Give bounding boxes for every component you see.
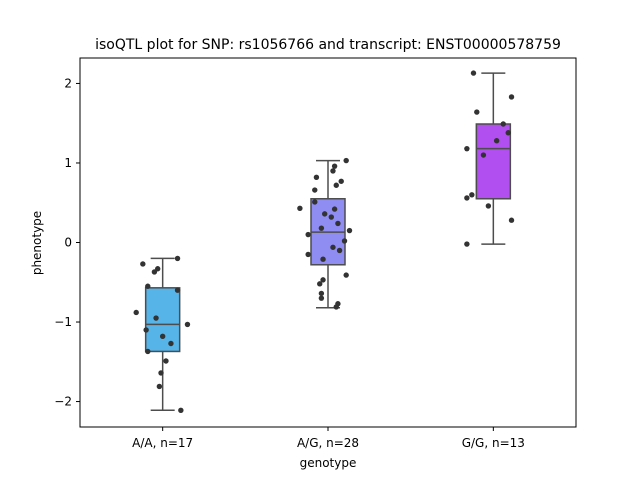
data-point xyxy=(330,168,336,174)
data-point xyxy=(464,195,470,201)
y-axis: −2 −1 0 1 2 xyxy=(54,76,80,409)
data-point xyxy=(493,138,500,144)
data-point xyxy=(163,358,169,364)
data-point xyxy=(328,214,335,220)
data-point xyxy=(318,290,325,297)
x-axis-label: genotype xyxy=(300,456,357,470)
data-point xyxy=(145,348,151,355)
data-point xyxy=(485,203,492,209)
y-tick-label: −2 xyxy=(54,395,72,409)
x-axis: A/A, n=17 A/G, n=28 G/G, n=13 xyxy=(132,427,525,450)
data-point xyxy=(158,370,164,376)
data-point xyxy=(178,407,184,413)
data-point xyxy=(145,283,151,289)
data-point xyxy=(330,244,336,250)
plot-area xyxy=(133,70,515,413)
data-point xyxy=(305,231,311,238)
data-point xyxy=(343,272,349,278)
data-point xyxy=(321,211,328,217)
data-point xyxy=(331,163,338,169)
data-point xyxy=(159,333,166,340)
data-point xyxy=(331,206,338,212)
data-point xyxy=(312,187,318,193)
data-point xyxy=(305,251,311,258)
data-point xyxy=(341,238,348,244)
data-point xyxy=(320,256,326,262)
data-point xyxy=(474,109,480,115)
x-tick-label: G/G, n=13 xyxy=(462,436,525,450)
x-tick-label: A/G, n=28 xyxy=(297,436,359,450)
data-point xyxy=(335,220,341,227)
data-point xyxy=(143,327,149,333)
data-point xyxy=(336,247,343,254)
data-point xyxy=(505,130,511,136)
data-point xyxy=(317,281,323,287)
iqr-box xyxy=(144,287,181,353)
data-point xyxy=(333,304,339,310)
data-point xyxy=(343,157,349,164)
data-point xyxy=(174,255,181,262)
y-tick-label: 0 xyxy=(64,236,72,250)
y-tick-label: −1 xyxy=(54,315,72,329)
y-axis-label: phenotype xyxy=(30,211,44,275)
data-point xyxy=(174,287,181,293)
data-point xyxy=(338,178,344,184)
iqr-box xyxy=(475,123,512,200)
data-point xyxy=(318,225,325,231)
data-point xyxy=(508,217,515,223)
data-point xyxy=(313,174,320,180)
box-group-3 xyxy=(475,72,512,245)
data-points xyxy=(133,70,515,413)
data-point xyxy=(469,192,475,198)
x-tick-label: A/A, n=17 xyxy=(132,436,193,450)
y-tick-label: 1 xyxy=(64,156,72,170)
box-group-1 xyxy=(144,257,181,412)
data-point xyxy=(168,340,174,347)
data-point xyxy=(464,145,470,152)
data-point xyxy=(312,199,318,205)
data-point xyxy=(480,152,487,158)
data-point xyxy=(297,205,303,212)
data-point xyxy=(151,269,158,275)
data-point xyxy=(500,121,506,127)
data-point xyxy=(464,241,470,247)
data-point xyxy=(320,277,326,283)
data-point xyxy=(156,383,163,390)
data-point xyxy=(184,321,191,328)
y-tick-label: 2 xyxy=(64,76,72,90)
data-point xyxy=(133,309,139,316)
box-group-2 xyxy=(310,159,346,309)
data-point xyxy=(508,94,515,100)
data-point xyxy=(318,295,325,301)
data-point xyxy=(333,182,339,188)
chart-title: isoQTL plot for SNP: rs1056766 and trans… xyxy=(95,37,561,53)
data-point xyxy=(140,261,146,267)
data-point xyxy=(153,315,159,321)
data-point xyxy=(470,70,477,76)
data-point xyxy=(346,227,353,234)
